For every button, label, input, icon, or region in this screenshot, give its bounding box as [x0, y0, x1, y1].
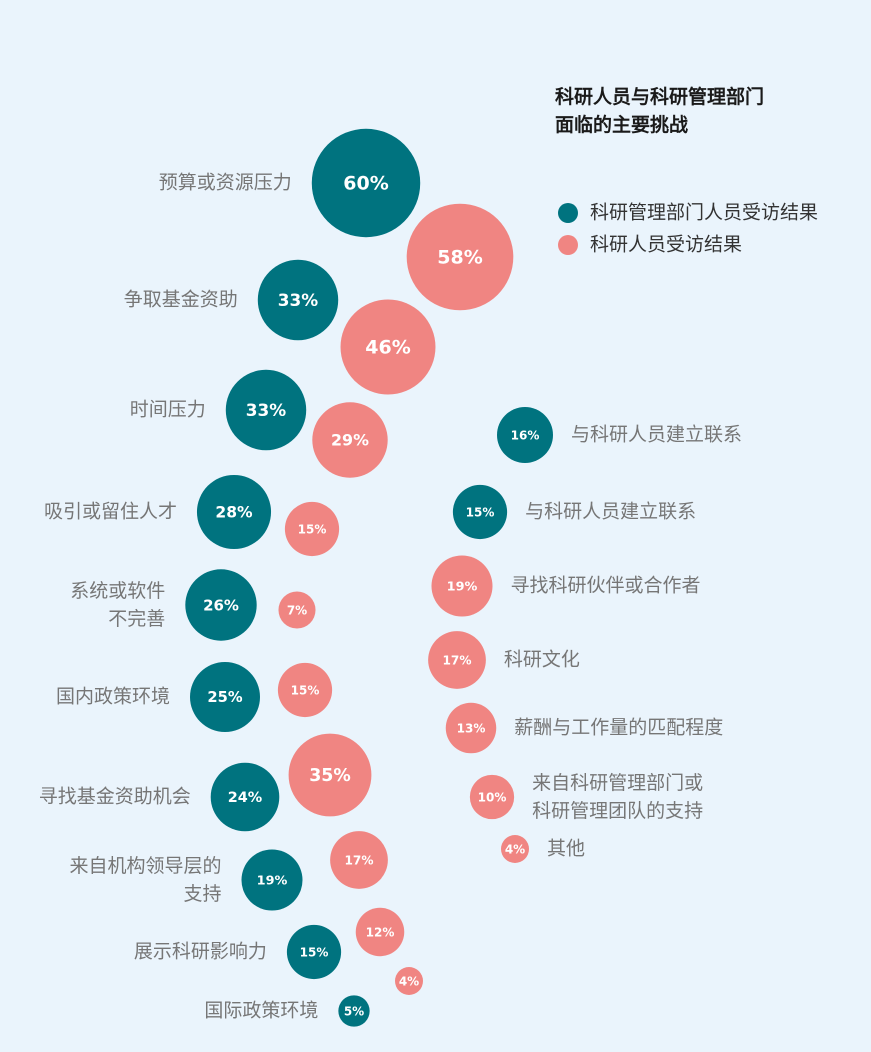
bubble	[428, 631, 486, 689]
value-label: 29%	[331, 431, 369, 450]
value-label: 10%	[478, 791, 507, 805]
bubble	[312, 402, 388, 478]
category-label: 其他	[547, 838, 585, 860]
value-label: 5%	[344, 1005, 364, 1019]
bubble	[340, 299, 436, 395]
category-label: 国际政策环境	[204, 1000, 318, 1022]
bubble	[284, 501, 340, 557]
value-label: 35%	[309, 766, 351, 786]
bubble	[185, 569, 257, 641]
legend-label: 科研管理部门人员受访结果	[590, 202, 818, 224]
bubble	[311, 128, 421, 238]
chart-title: 科研人员与科研管理部门面临的主要挑战	[555, 85, 764, 136]
bubble	[395, 967, 423, 995]
category-label: 薪酬与工作量的匹配程度	[514, 717, 723, 739]
category-label: 争取基金资助	[124, 289, 238, 311]
value-label: 19%	[257, 874, 288, 889]
legend-marker	[558, 203, 578, 223]
category-label: 吸引或留住人才	[44, 501, 177, 523]
value-label: 7%	[287, 604, 307, 618]
value-label: 13%	[457, 722, 486, 736]
category-label: 来自机构领导层的支持	[69, 855, 221, 905]
value-label: 4%	[399, 975, 419, 989]
bubble	[277, 662, 333, 718]
bubble	[452, 484, 508, 540]
value-label: 16%	[511, 429, 540, 443]
category-label: 预算或资源压力	[159, 172, 292, 194]
value-label: 33%	[246, 400, 286, 420]
value-label: 15%	[466, 506, 495, 520]
value-label: 58%	[437, 247, 482, 269]
value-label: 12%	[366, 926, 395, 940]
category-label: 系统或软件不完善	[70, 580, 165, 630]
bubble	[431, 555, 493, 617]
category-label: 与科研人员建立联系	[571, 424, 742, 446]
bubble	[190, 662, 260, 732]
category-label: 寻找基金资助机会	[39, 786, 191, 808]
value-label: 25%	[207, 689, 242, 706]
category-label: 与科研人员建立联系	[525, 501, 696, 523]
legend-marker	[558, 235, 578, 255]
category-label: 国内政策环境	[56, 686, 170, 708]
category-label: 来自科研管理部门或科研管理团队的支持	[532, 772, 703, 822]
bubble	[330, 831, 388, 889]
category-label: 寻找科研伙伴或合作者	[511, 575, 701, 597]
bubble	[225, 369, 307, 451]
bubble	[338, 995, 370, 1027]
bubble	[445, 702, 497, 754]
category-label: 科研文化	[504, 649, 580, 671]
bubble	[469, 774, 515, 820]
value-label: 17%	[345, 854, 374, 868]
category-label: 时间压力	[130, 399, 206, 421]
bubble	[286, 924, 342, 980]
value-label: 15%	[300, 946, 329, 960]
bubble	[278, 591, 316, 629]
value-label: 60%	[343, 173, 388, 195]
bubble	[241, 849, 303, 911]
bubble	[355, 907, 405, 957]
bubble	[257, 259, 339, 341]
category-label: 展示科研影响力	[134, 941, 267, 963]
bubble	[288, 733, 372, 817]
value-label: 46%	[365, 337, 410, 359]
value-label: 15%	[298, 523, 327, 537]
bubble	[406, 203, 514, 311]
value-label: 4%	[505, 843, 525, 857]
legend-label: 科研人员受访结果	[590, 234, 742, 256]
value-label: 15%	[291, 684, 320, 698]
bubble	[210, 762, 280, 832]
value-label: 26%	[203, 597, 239, 615]
value-label: 17%	[443, 654, 472, 668]
value-label: 19%	[447, 580, 478, 595]
value-label: 33%	[278, 290, 318, 310]
bubble	[196, 474, 272, 550]
bubble	[497, 407, 553, 463]
value-label: 28%	[215, 504, 253, 522]
value-label: 24%	[228, 790, 262, 806]
bubble	[501, 835, 529, 863]
